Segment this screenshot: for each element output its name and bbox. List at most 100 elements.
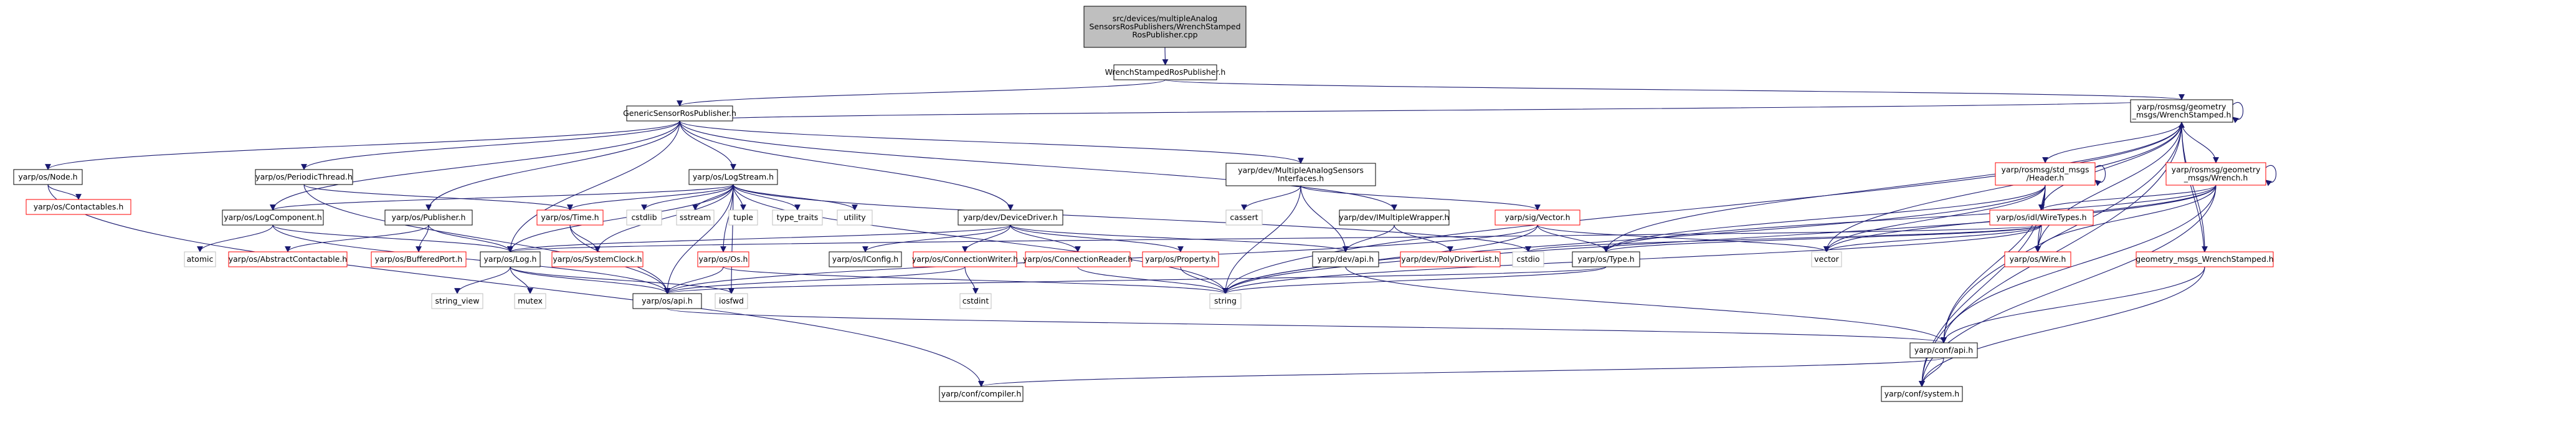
graph-node[interactable]: yarp/os/IConfig.h (829, 251, 902, 267)
graph-node[interactable]: yarp/os/ConnectionWriter.h (912, 251, 1018, 267)
graph-node[interactable]: yarp/os/Property.h (1142, 251, 1219, 267)
node-box (2165, 162, 2266, 186)
graph-node[interactable]: tuple (728, 209, 758, 226)
graph-node[interactable]: sstream (676, 209, 715, 226)
graph-node[interactable]: yarp/dev/IMultipleWrapper.h (1339, 209, 1450, 226)
graph-node[interactable]: yarp/rosmsg/std_msgs/Header.h (1995, 162, 2096, 186)
edge-n7-n46 (733, 184, 1229, 294)
node-label: string_view (435, 296, 480, 305)
edge-n19-n27 (507, 224, 1011, 252)
edge-n9-n37 (1603, 185, 2046, 252)
graph-node[interactable]: yarp/os/Time.h (536, 209, 604, 226)
node-box (1881, 386, 1963, 402)
edge-n11-n27 (272, 224, 513, 252)
edge-n7-n43 (664, 184, 734, 294)
node-box (1909, 342, 1978, 358)
edge-n3-n38 (1823, 122, 2182, 252)
edge-n19-n30 (862, 224, 1011, 252)
node-label: yarp/os/Node.h (18, 172, 77, 181)
graph-node[interactable]: yarp/os/Log.h (480, 251, 541, 267)
graph-node[interactable]: yarp/os/Publisher.h (384, 209, 473, 226)
edge-n3-n37 (1603, 122, 2182, 252)
graph-node[interactable]: yarp/dev/MultipleAnalogSensorsInterfaces… (1225, 163, 1376, 186)
edge-n13-n28 (569, 224, 601, 252)
node-label: yarp/conf/compiler.h (941, 389, 1022, 398)
edge-n2-n6 (301, 120, 680, 170)
edge-n3-n39 (2035, 122, 2182, 252)
graph-node[interactable]: yarp/dev/PolyDriverList.h (1400, 251, 1501, 267)
edge-n7-n14 (641, 184, 734, 211)
graph-node[interactable]: GenericSensorRosPublisher.h (623, 105, 736, 122)
graph-node[interactable]: cstdlib (626, 209, 662, 226)
graph-node[interactable]: yarp/os/Node.h (13, 169, 83, 185)
graph-node[interactable]: yarp/sig/Vector.h (1495, 209, 1580, 226)
graph-node[interactable]: yarp/os/Type.h (1572, 251, 1640, 267)
graph-node[interactable]: yarp/os/LogComponent.h (222, 209, 324, 226)
graph-node[interactable]: vector (1811, 251, 1842, 267)
graph-node[interactable]: yarp/rosmsg/geometry_msgs/Wrench.h (2165, 162, 2266, 186)
edge-n12-n27 (428, 224, 513, 252)
node-label: yarp/os/IConfig.h (832, 254, 898, 264)
node-box (13, 169, 83, 185)
graph-node[interactable]: yarp/dev/api.h (1312, 251, 1379, 267)
graph-node[interactable]: yarp/os/Wire.h (2004, 251, 2071, 267)
node-label: yarp/os/PeriodicThread.h (255, 172, 353, 181)
graph-node[interactable]: type_traits (772, 209, 823, 226)
node-box (228, 251, 348, 267)
graph-node[interactable]: yarp/conf/compiler.h (939, 386, 1024, 402)
graph-node[interactable]: geometry_msgs_WrenchStamped.h (2136, 251, 2274, 267)
graph-node[interactable]: yarp/os/LogStream.h (688, 169, 778, 185)
graph-node[interactable]: yarp/os/SystemClock.h (551, 251, 644, 267)
graph-node[interactable]: mutex (514, 293, 546, 309)
node-box (1025, 251, 1131, 267)
graph-node[interactable]: yarp/os/BufferedPort.h (371, 251, 467, 267)
node-label: utility (844, 213, 866, 222)
edge-n10-n37 (1603, 185, 2217, 252)
node-label: yarp/sig/Vector.h (1504, 213, 1570, 222)
node-label: tuple (733, 213, 753, 222)
graph-node[interactable]: yarp/dev/DeviceDriver.h (958, 209, 1063, 226)
graph-node[interactable]: yarp/conf/api.h (1909, 342, 1978, 358)
graph-node[interactable]: string_view (431, 293, 483, 309)
graph-node[interactable]: yarp/os/Contactables.h (26, 199, 131, 215)
edge-n3-n3 (2232, 102, 2243, 123)
graph-node[interactable]: cstdio (1512, 251, 1544, 267)
edge-n6-n43 (303, 184, 670, 294)
graph-node[interactable]: atomic (184, 251, 216, 267)
edge-n47-n49 (1919, 357, 1944, 387)
edge-n10-n23 (2038, 185, 2217, 211)
node-label: yarp/conf/api.h (1914, 345, 1973, 355)
graph-node[interactable]: yarp/os/api.h (632, 293, 702, 309)
node-box (1209, 293, 1242, 309)
graph-node[interactable]: cstdint (959, 293, 992, 309)
node-label: cassert (1230, 213, 1258, 222)
edge-n1-n2 (677, 79, 1166, 107)
graph-node[interactable]: yarp/rosmsg/geometry_msgs/WrenchStamped.… (2130, 99, 2233, 123)
graph-node[interactable]: yarp/conf/system.h (1881, 386, 1963, 402)
graph-node[interactable]: string (1209, 293, 1242, 309)
graph-node[interactable]: iosfwd (715, 293, 748, 309)
edge-n34-n47 (1345, 266, 1947, 343)
edge-n7-n11 (270, 184, 734, 211)
graph-node[interactable]: yarp/os/AbstractContactable.h (228, 251, 348, 267)
graph-node[interactable]: yarp/os/PeriodicThread.h (255, 169, 353, 185)
node-box (1512, 251, 1544, 267)
graph-node[interactable]: utility (837, 209, 873, 226)
edge-n12-n25 (285, 224, 429, 252)
node-box (222, 209, 324, 226)
node-label: yarp/dev/api.h (1318, 254, 1374, 264)
node-box (697, 251, 749, 267)
edge-n27-n44 (510, 266, 734, 294)
node-box (688, 169, 778, 185)
dependency-edges (45, 47, 2276, 387)
node-label: yarp/os/Wire.h (2010, 254, 2066, 264)
node-label: yarp/os/AbstractContactable.h (229, 254, 347, 264)
node-box (184, 251, 216, 267)
edge-root-n1 (1162, 47, 1169, 65)
graph-node[interactable]: yarp/os/Os.h (697, 251, 749, 267)
node-box (837, 209, 873, 226)
graph-node[interactable]: yarp/os/idl/WireTypes.h (1989, 209, 2094, 226)
graph-node[interactable]: cassert (1225, 209, 1263, 226)
graph-node[interactable]: WrenchStampedRosPublisher.h (1105, 64, 1226, 80)
graph-node[interactable]: yarp/os/ConnectionReader.h (1023, 251, 1133, 267)
